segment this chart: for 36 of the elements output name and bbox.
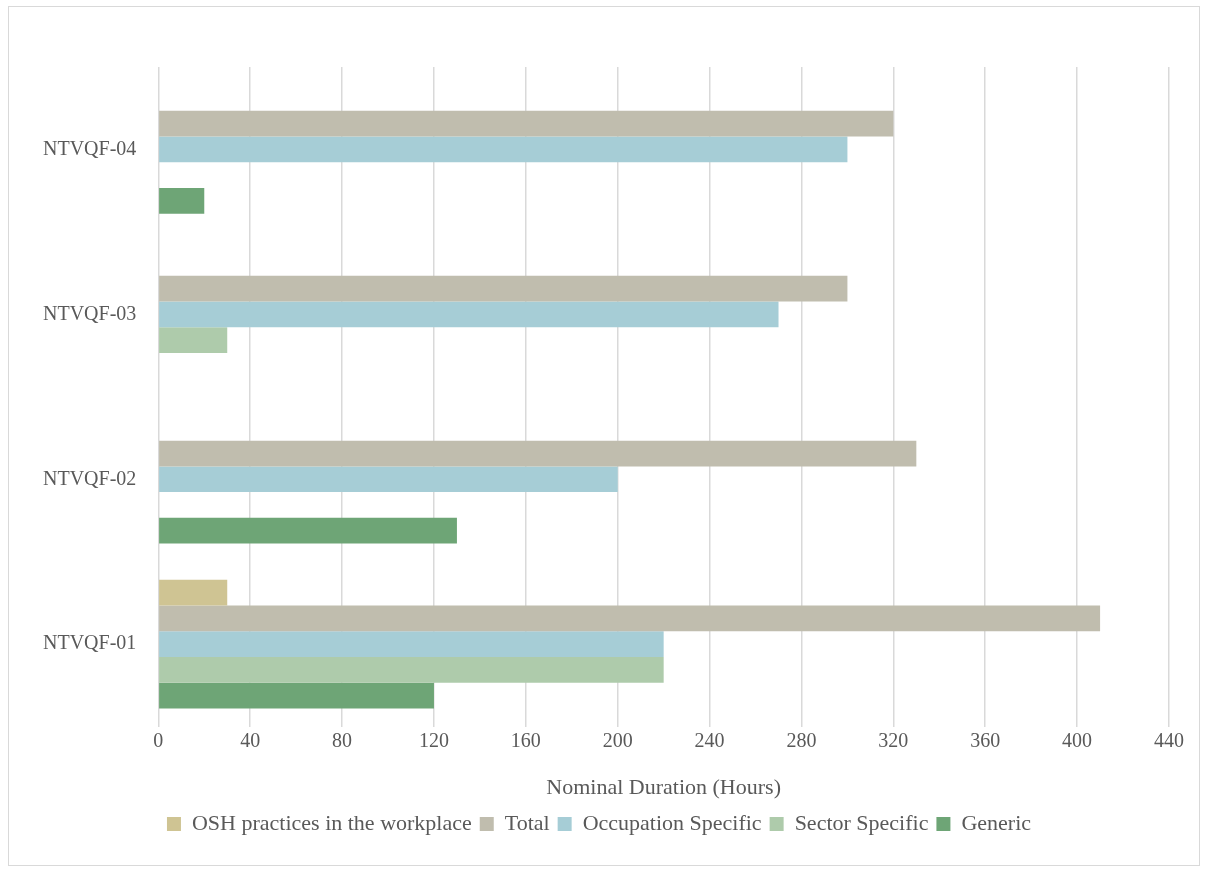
x-axis-title: Nominal Duration (Hours) — [546, 773, 781, 799]
y-tick-label: NTVQF-02 — [42, 466, 137, 489]
x-tick-label: 40 — [240, 728, 261, 751]
bar — [159, 657, 664, 683]
bar — [159, 188, 205, 214]
bar — [159, 682, 434, 709]
legend-label: Total — [504, 809, 550, 835]
bar — [159, 275, 848, 302]
x-tick-label: 200 — [602, 728, 633, 751]
bar — [159, 517, 457, 544]
x-tick-label: 440 — [1154, 728, 1184, 751]
legend-label: Generic — [961, 809, 1032, 835]
x-tick-label: 360 — [970, 728, 1001, 751]
x-tick-label: 280 — [786, 728, 817, 751]
bar — [159, 110, 894, 137]
y-tick-label: NTVQF-03 — [42, 301, 137, 324]
legend-label: Sector Specific — [794, 809, 929, 835]
y-tick-label: NTVQF-04 — [42, 136, 137, 159]
x-tick-label: 160 — [510, 728, 541, 751]
y-tick-label: NTVQF-01 — [42, 631, 137, 654]
bar — [159, 301, 779, 328]
bar — [159, 466, 618, 493]
bar — [159, 605, 1101, 632]
x-tick-label: 120 — [418, 728, 449, 751]
bar — [159, 631, 664, 658]
bar — [159, 579, 228, 606]
x-tick-label: 0 — [153, 728, 164, 751]
bar — [159, 327, 228, 353]
bar — [159, 136, 848, 163]
x-tick-label: 320 — [878, 728, 909, 751]
x-tick-label: 80 — [332, 728, 353, 751]
x-tick-label: 400 — [1062, 728, 1093, 751]
bar — [159, 440, 917, 467]
legend-label: OSH practices in the workplace — [191, 809, 472, 835]
legend-label: Occupation Specific — [582, 809, 762, 835]
x-tick-label: 240 — [694, 728, 725, 751]
